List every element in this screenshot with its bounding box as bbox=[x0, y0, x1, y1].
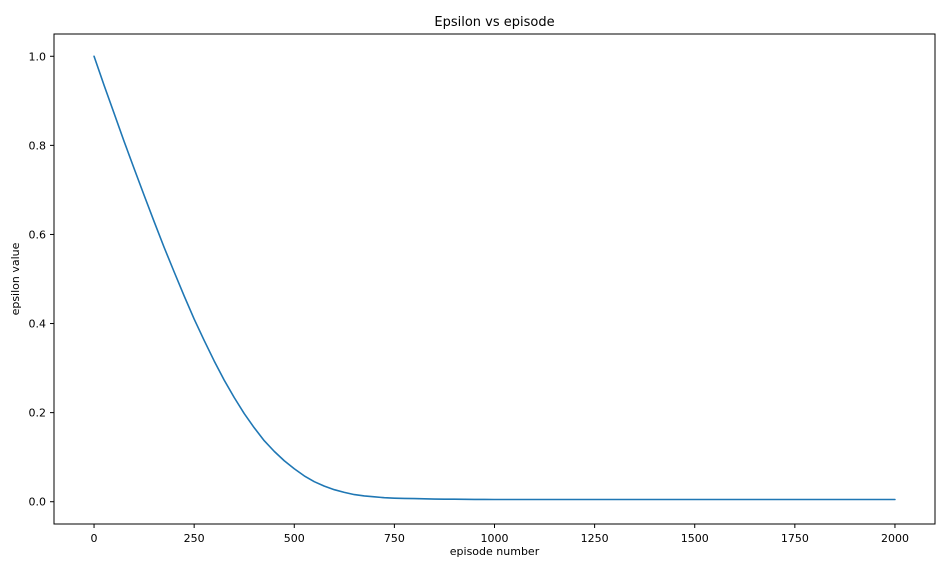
x-axis-label: episode number bbox=[450, 545, 540, 558]
y-tick-label: 0.8 bbox=[29, 139, 47, 152]
x-tick-label: 1500 bbox=[681, 532, 709, 545]
y-tick-label: 0.0 bbox=[29, 496, 47, 509]
x-tick-label: 750 bbox=[384, 532, 405, 545]
chart-title: Epsilon vs episode bbox=[434, 15, 554, 30]
y-axis-label: epsilon value bbox=[9, 242, 22, 315]
y-tick-label: 0.6 bbox=[29, 228, 47, 241]
x-tick-label: 0 bbox=[91, 532, 98, 545]
x-tick-label: 250 bbox=[184, 532, 205, 545]
x-tick-label: 2000 bbox=[881, 532, 909, 545]
y-axis-ticks: 0.0 0.2 0.4 0.6 0.8 1.0 bbox=[29, 50, 54, 509]
y-tick-label: 0.4 bbox=[29, 318, 47, 331]
series-layer bbox=[93, 55, 896, 501]
x-tick-label: 500 bbox=[284, 532, 305, 545]
series-line bbox=[93, 55, 896, 501]
x-tick-label: 1750 bbox=[781, 532, 809, 545]
x-axis-ticks: 0 250 500 750 1000 1250 1500 1750 2000 bbox=[91, 524, 909, 545]
plot-area bbox=[53, 33, 936, 525]
y-tick-label: 1.0 bbox=[29, 50, 47, 63]
y-tick-label: 0.2 bbox=[29, 407, 47, 420]
x-tick-label: 1250 bbox=[581, 532, 609, 545]
x-tick-label: 1000 bbox=[481, 532, 509, 545]
